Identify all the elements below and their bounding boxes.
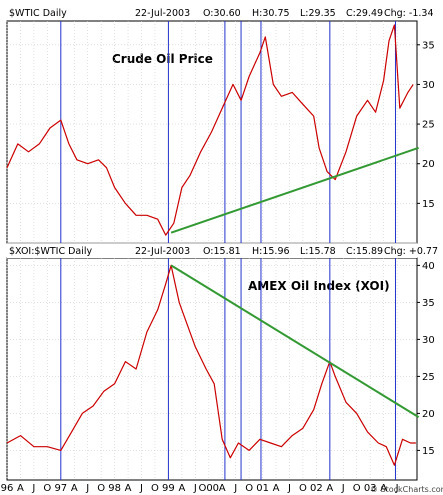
x-tick-label: J: [193, 483, 197, 494]
x-tick-label: O: [43, 483, 51, 494]
y-tick-label: 40: [422, 261, 435, 272]
top-high-label: H:30.75: [252, 8, 290, 19]
trendline-layer: [170, 146, 420, 418]
x-tick-label: J: [287, 483, 291, 494]
y-tick-label: 15: [422, 446, 435, 457]
bottom-close-label: C:15.89: [346, 246, 383, 257]
crude-oil-annotation: Crude Oil Price: [112, 52, 213, 66]
x-tick-label: A: [71, 483, 78, 494]
top-close-label: C:29.49: [346, 8, 383, 19]
y-tick-layer: 15 20 25 30 35 15 20 25 30 35 40: [417, 40, 435, 457]
falling-trendline: [170, 264, 420, 418]
x-tick-label: J: [85, 483, 89, 494]
top-date-label: 22-Jul-2003: [135, 8, 190, 19]
x-tick-label: 99: [162, 483, 175, 494]
x-tick-label: J: [139, 483, 143, 494]
y-tick-label: 25: [422, 372, 435, 383]
x-tick-label: A: [273, 483, 280, 494]
watermark-text: © StockCharts.com: [370, 485, 443, 494]
top-change-label: Chg: -1.34: [384, 8, 434, 19]
x-tick-label: O: [151, 483, 159, 494]
x-tick-label: O: [353, 483, 361, 494]
x-tick-label: 97: [54, 483, 67, 494]
xoi-annotation: AMEX Oil Index (XOI): [248, 279, 390, 293]
x-tick-label: A: [17, 483, 24, 494]
x-tick-label: O00: [198, 483, 219, 494]
x-tick-label: O: [299, 483, 307, 494]
y-tick-label: 20: [422, 159, 435, 170]
y-tick-label: 30: [422, 335, 435, 346]
crude-oil-price-line: [6, 24, 414, 236]
x-tick-label: J: [395, 483, 399, 494]
x-tick-label: 01: [256, 483, 269, 494]
panel-divider: [7, 243, 417, 258]
bottom-open-label: O:15.81: [203, 246, 241, 257]
x-tick-label: 03: [364, 483, 377, 494]
x-tick-label: A: [125, 483, 132, 494]
top-low-label: L:29.35: [300, 8, 336, 19]
x-tick-label: J: [341, 483, 345, 494]
y-tick-label: 20: [422, 409, 435, 420]
bottom-panel-frame: [6, 257, 418, 481]
x-tick-label: 02: [310, 483, 323, 494]
x-tick-label: O: [97, 483, 105, 494]
bottom-symbol-label: $XOI:$WTIC Daily: [9, 246, 93, 257]
bottom-date-label: 22-Jul-2003: [135, 246, 190, 257]
y-tick-label: 15: [422, 199, 435, 210]
top-open-label: O:30.60: [203, 8, 241, 19]
x-tick-label: A: [326, 483, 333, 494]
y-tick-label: 25: [422, 120, 435, 131]
x-tick-layer: 96 A J O 97 A J O 98 A J O 99 A J O00 A J O 01 A J O 02 A J O 03 A J: [1, 483, 399, 494]
series-layer: [6, 24, 416, 466]
xoi-ratio-line: [6, 264, 416, 466]
x-tick-label: 96: [1, 483, 14, 494]
y-tick-label: 35: [422, 298, 435, 309]
x-tick-label: J: [233, 483, 237, 494]
y-tick-label: 30: [422, 80, 435, 91]
rising-trendline: [170, 146, 419, 234]
vertical-marker-layer: [60, 21, 396, 480]
bottom-low-label: L:15.78: [300, 246, 336, 257]
bottom-high-label: H:15.96: [252, 246, 290, 257]
bottom-change-label: Chg: +0.77: [384, 246, 438, 257]
x-tick-label: A: [380, 483, 387, 494]
x-tick-label: O: [245, 483, 253, 494]
y-tick-label: 35: [422, 40, 435, 51]
top-symbol-label: $WTIC Daily: [9, 8, 67, 19]
x-tick-label: 98: [108, 483, 121, 494]
x-tick-label: A: [219, 483, 226, 494]
x-tick-label: J: [31, 483, 35, 494]
x-tick-label: A: [178, 483, 185, 494]
